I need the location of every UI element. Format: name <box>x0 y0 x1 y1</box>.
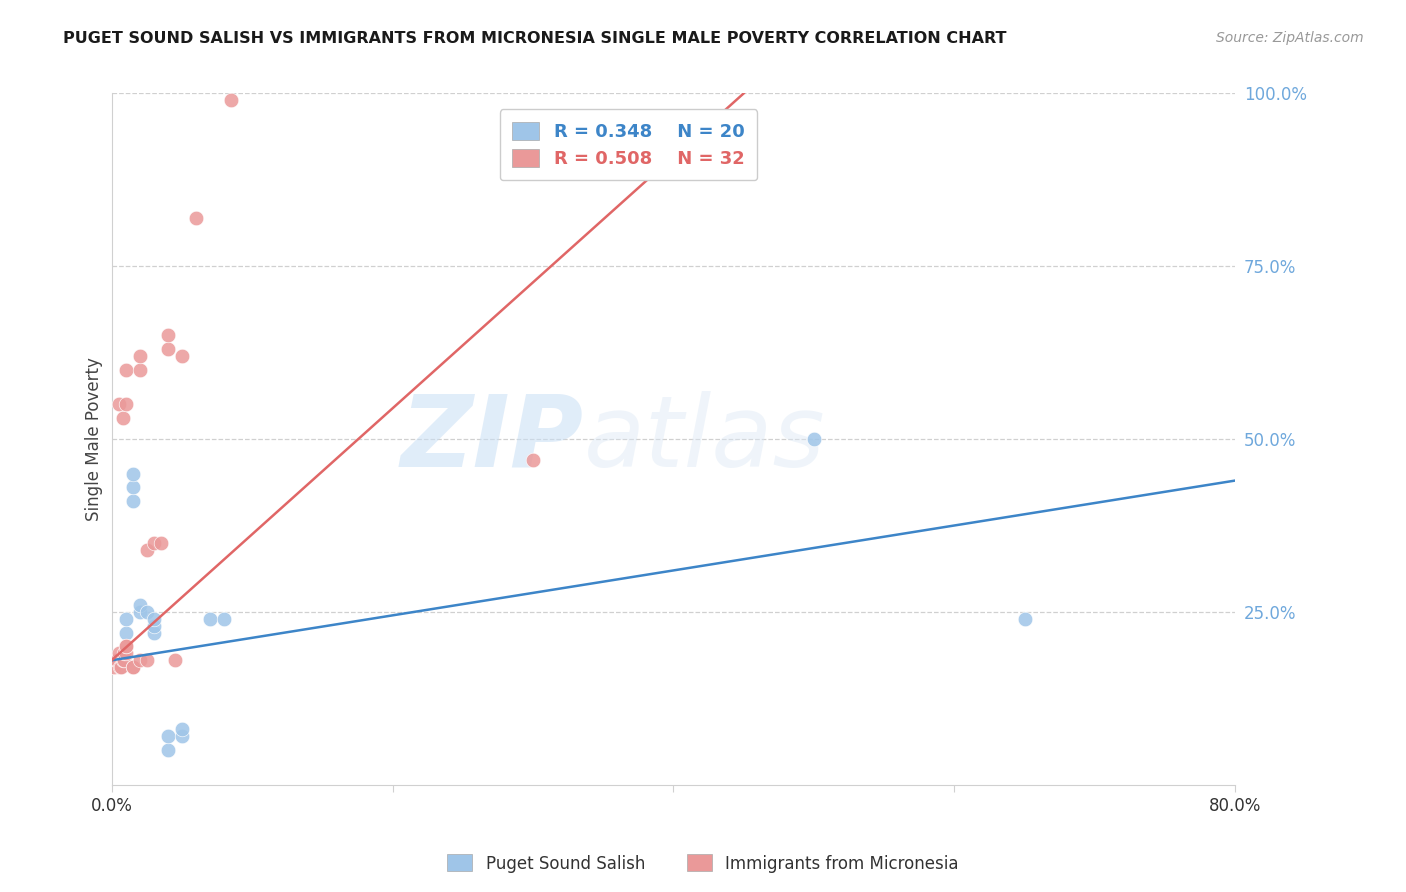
Point <box>170 349 193 363</box>
Point <box>135 542 157 557</box>
Point <box>803 432 825 446</box>
Point <box>212 612 235 626</box>
Point <box>107 397 129 411</box>
Point <box>163 653 186 667</box>
Point <box>107 653 129 667</box>
Point <box>114 646 136 660</box>
Point <box>121 467 143 481</box>
Point <box>107 646 129 660</box>
Point <box>105 653 128 667</box>
Point <box>104 653 127 667</box>
Point <box>156 328 179 343</box>
Point <box>108 660 131 674</box>
Point <box>128 653 150 667</box>
Point <box>156 730 179 744</box>
Point <box>135 653 157 667</box>
Point <box>135 605 157 619</box>
Point <box>522 452 544 467</box>
Point <box>156 342 179 356</box>
Y-axis label: Single Male Poverty: Single Male Poverty <box>86 357 103 521</box>
Text: PUGET SOUND SALISH VS IMMIGRANTS FROM MICRONESIA SINGLE MALE POVERTY CORRELATION: PUGET SOUND SALISH VS IMMIGRANTS FROM MI… <box>63 31 1007 46</box>
Text: atlas: atlas <box>583 391 825 488</box>
Point <box>121 494 143 508</box>
Point <box>114 612 136 626</box>
Legend: Puget Sound Salish, Immigrants from Micronesia: Puget Sound Salish, Immigrants from Micr… <box>440 847 966 880</box>
Point <box>219 93 242 107</box>
Point <box>121 480 143 494</box>
Point <box>114 397 136 411</box>
Point <box>114 625 136 640</box>
Point <box>142 535 165 549</box>
Point <box>142 625 165 640</box>
Point <box>184 211 207 225</box>
Point <box>110 660 132 674</box>
Text: Source: ZipAtlas.com: Source: ZipAtlas.com <box>1216 31 1364 45</box>
Point <box>114 640 136 654</box>
Point <box>142 612 165 626</box>
Point <box>128 363 150 377</box>
Point <box>149 535 172 549</box>
Point <box>112 646 135 660</box>
Text: ZIP: ZIP <box>401 391 583 488</box>
Point <box>128 349 150 363</box>
Point <box>128 605 150 619</box>
Point <box>128 598 150 612</box>
Point <box>121 660 143 674</box>
Point <box>1014 612 1036 626</box>
Point <box>142 618 165 632</box>
Point <box>121 660 143 674</box>
Point <box>103 660 125 674</box>
Point <box>111 411 134 425</box>
Point <box>170 730 193 744</box>
Point <box>114 363 136 377</box>
Point <box>111 653 134 667</box>
Point <box>170 723 193 737</box>
Point <box>156 743 179 757</box>
Point <box>198 612 221 626</box>
Point <box>112 653 135 667</box>
Point <box>114 640 136 654</box>
Legend: R = 0.348    N = 20, R = 0.508    N = 32: R = 0.348 N = 20, R = 0.508 N = 32 <box>499 110 758 180</box>
